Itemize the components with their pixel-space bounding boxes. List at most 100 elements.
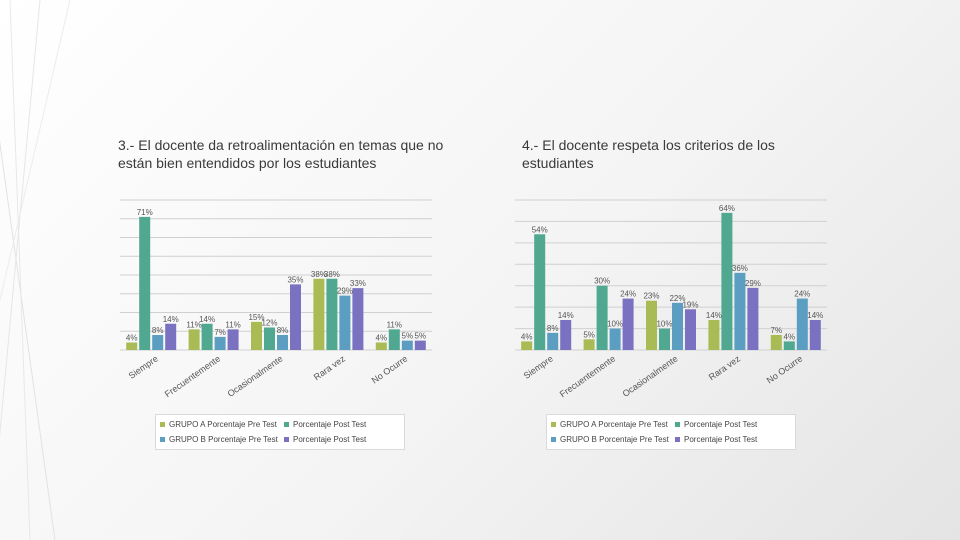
data-label: 35%	[287, 275, 303, 284]
bar-frecuentemente-series-4	[227, 329, 239, 350]
bar-ocasionalmente-series-3	[277, 335, 288, 350]
bar-no-ocurre-series-1	[770, 335, 782, 350]
data-label: 14%	[706, 311, 722, 320]
bar-siempre-series-1	[126, 342, 138, 350]
data-label: 8%	[277, 326, 289, 335]
category-label-frecuentemente: Frecuentemente	[163, 353, 222, 399]
data-label: 10%	[607, 320, 623, 329]
bar-chart-question-4: 4% 54% 8% 14% Siempre 5% 30% 10% 24% Frecuentemen…	[515, 199, 827, 399]
legend-question-3: GRUPO A Porcentaje Pre Test Porcentaje P…	[155, 414, 405, 450]
bar-frecuentemente-series-2	[596, 285, 608, 350]
data-label: 36%	[732, 264, 748, 273]
legend-swatch	[675, 422, 680, 427]
legend-entry-grupo-b-pre: GRUPO B Porcentaje Pre Test	[551, 435, 669, 444]
legend-entry-grupo-a-pre: GRUPO A Porcentaje Pre Test	[551, 420, 668, 429]
bar-frecuentemente-series-1	[583, 339, 595, 350]
category-label-rara-vez: Rara vez	[707, 353, 743, 382]
bar-ocasionalmente-series-1	[646, 300, 657, 350]
category-label-frecuentemente: Frecuentemente	[558, 353, 617, 399]
bar-chart-question-3: 4%71%8%14%Siempre11%14%7%11%Frecuentemen…	[120, 199, 432, 399]
bar-rara-vez-series-4	[747, 287, 759, 350]
data-label: 5%	[415, 332, 427, 341]
data-label: 11%	[186, 320, 201, 329]
legend-label: GRUPO B Porcentaje Pre Test	[560, 435, 669, 444]
data-label: 29%	[745, 279, 761, 288]
bar-frecuentemente-series-2	[201, 323, 213, 350]
bar-ocasionalmente-series-4	[290, 284, 301, 350]
bar-no-ocurre-series-3	[796, 298, 808, 350]
bar-siempre-series-2	[534, 234, 546, 350]
data-label: 4%	[784, 332, 796, 341]
data-label: 54%	[532, 225, 548, 234]
data-label: 11%	[387, 320, 402, 329]
legend-label: Porcentaje Post Test	[684, 435, 758, 444]
decorative-side-lines	[0, 0, 71, 540]
bar-ocasionalmente-series-3	[672, 302, 683, 350]
legend-entry-grupo-a-pre: GRUPO A Porcentaje Pre Test	[160, 420, 277, 429]
legend-label: GRUPO B Porcentaje Pre Test	[169, 435, 278, 444]
bar-rara-vez-series-2	[326, 278, 338, 350]
bar-ocasionalmente-series-2	[659, 328, 670, 350]
data-label: 38%	[324, 270, 340, 279]
legend-swatch	[675, 437, 680, 442]
data-label: 23%	[643, 292, 659, 301]
bar-ocasionalmente-series-4	[685, 309, 696, 350]
data-label: 24%	[794, 290, 810, 299]
bar-rara-vez-series-3	[339, 295, 351, 350]
legend-label: GRUPO A Porcentaje Pre Test	[560, 420, 668, 429]
data-label: 14%	[558, 311, 574, 320]
chart-title-question-4: 4.- El docente respeta los criterios de …	[522, 137, 775, 171]
bar-rara-vez-series-1	[313, 278, 325, 350]
data-label: 22%	[669, 294, 685, 303]
data-label: 19%	[682, 300, 698, 309]
legend-label: Porcentaje Post Test	[293, 420, 367, 429]
bar-no-ocurre-series-2	[388, 329, 400, 350]
data-label: 4%	[521, 332, 533, 341]
legend-entry-grupo-a-post: Porcentaje Post Test	[284, 420, 366, 429]
data-label: 29%	[337, 287, 353, 296]
bar-siempre-series-4	[165, 323, 177, 350]
bar-rara-vez-series-3	[734, 272, 746, 350]
legend-swatch	[284, 422, 289, 427]
data-label: 8%	[152, 326, 164, 335]
data-label: 5%	[583, 330, 595, 339]
category-label-ocasionalmente: Ocasionalmente	[226, 353, 285, 399]
legend-label: Porcentaje Post Test	[293, 435, 367, 444]
bar-siempre-series-1	[521, 341, 533, 350]
data-label: 14%	[163, 315, 179, 324]
bar-rara-vez-series-2	[721, 212, 733, 350]
data-label: 71%	[137, 208, 153, 217]
data-label: 14%	[199, 315, 215, 324]
data-label: 14%	[807, 311, 823, 320]
bar-no-ocurre-series-4	[414, 340, 426, 350]
data-label: 30%	[594, 277, 610, 286]
legend-swatch	[284, 437, 289, 442]
data-label: 4%	[376, 334, 388, 343]
bar-ocasionalmente-series-2	[264, 327, 275, 350]
legend-swatch	[160, 437, 165, 442]
category-label-no-ocurre: No Ocurre	[765, 353, 805, 385]
bar-siempre-series-3	[152, 335, 164, 350]
data-label: 8%	[547, 324, 559, 333]
bar-rara-vez-series-4	[352, 288, 364, 350]
data-label: 12%	[261, 319, 277, 328]
bar-rara-vez-series-1	[708, 320, 720, 350]
data-label: 24%	[620, 290, 636, 299]
legend-swatch	[551, 437, 556, 442]
data-label: 10%	[656, 320, 672, 329]
legend-question-4: GRUPO A Porcentaje Pre Test Porcentaje P…	[546, 414, 796, 450]
legend-entry-grupo-b-post: Porcentaje Post Test	[675, 435, 757, 444]
bar-siempre-series-3	[547, 332, 559, 350]
data-label: 33%	[350, 279, 366, 288]
bar-ocasionalmente-series-1	[251, 321, 262, 350]
category-label-ocasionalmente: Ocasionalmente	[621, 353, 680, 399]
legend-entry-grupo-b-pre: GRUPO B Porcentaje Pre Test	[160, 435, 278, 444]
data-label: 7%	[214, 328, 226, 337]
legend-label: Porcentaje Post Test	[684, 420, 758, 429]
chart-title-question-3: 3.- El docente da retroalimentación en t…	[118, 137, 444, 171]
data-label: 11%	[225, 320, 240, 329]
data-label: 64%	[719, 204, 735, 213]
bar-no-ocurre-series-3	[401, 340, 413, 350]
bar-frecuentemente-series-4	[622, 298, 634, 350]
bar-frecuentemente-series-3	[214, 336, 226, 350]
